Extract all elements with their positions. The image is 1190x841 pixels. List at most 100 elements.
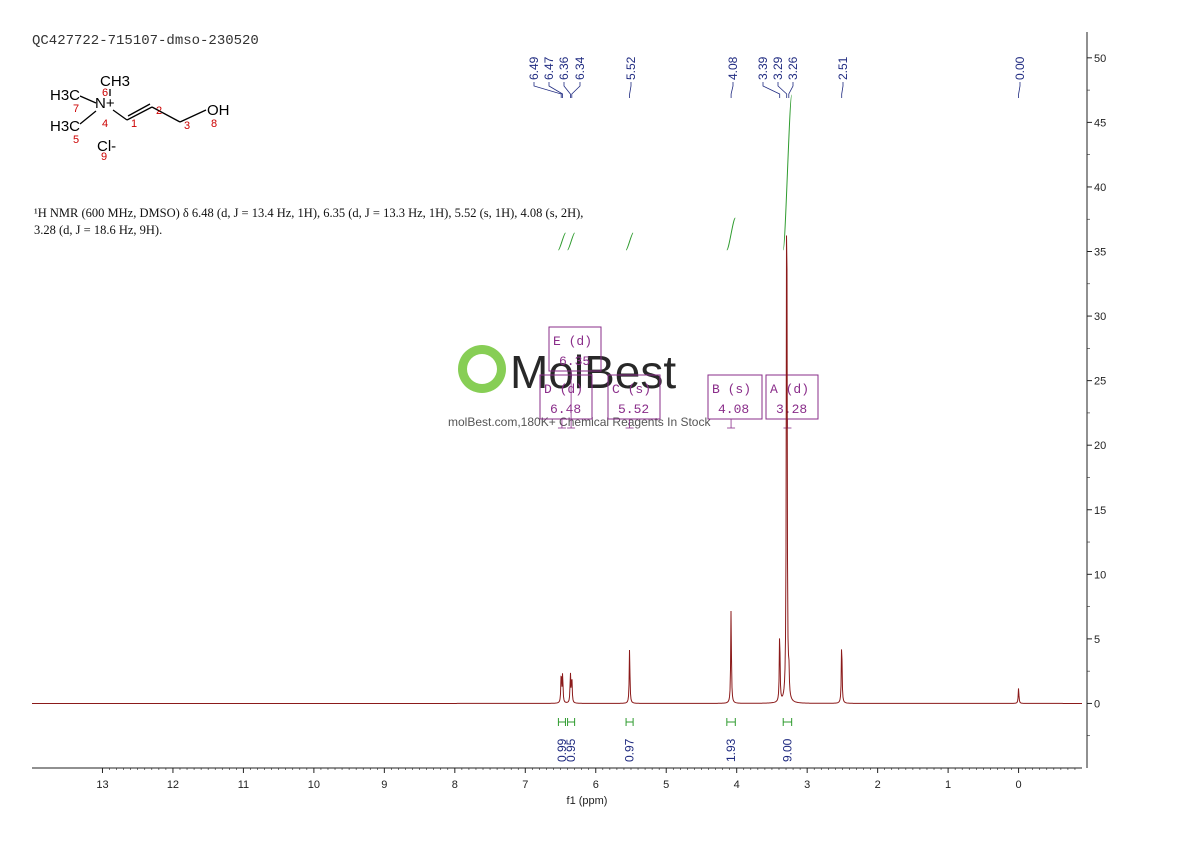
multiplet-value: 6.48 <box>550 402 581 417</box>
integral-curve <box>726 217 736 251</box>
y-tick-label: 45 <box>1094 117 1106 129</box>
multiplet-value: 3.28 <box>776 402 807 417</box>
integral-value: 0.95 <box>564 738 578 762</box>
peak-label-leader <box>571 82 581 98</box>
structure-bond <box>112 109 128 121</box>
peak-label: 3.29 <box>771 56 785 80</box>
atom-number: 5 <box>73 134 79 146</box>
peak-label: 3.26 <box>786 56 800 80</box>
multiplet-box <box>707 374 763 420</box>
integral-value: 0.97 <box>623 738 637 762</box>
integral-value: 1.93 <box>724 738 738 762</box>
atom-number: 4 <box>102 118 108 130</box>
watermark-brand: MolBest <box>510 346 676 398</box>
x-tick-label: 5 <box>663 779 669 791</box>
y-tick-label: 30 <box>1094 311 1106 323</box>
integral-curve <box>557 232 566 251</box>
multiplet-label: C (s) <box>612 382 651 397</box>
watermark: MolBest molBest.com,180K+ Chemical Reage… <box>448 345 711 429</box>
y-tick-label: 0 <box>1094 698 1100 710</box>
atom-number: 3 <box>184 120 190 132</box>
peak-label: 2.51 <box>836 56 850 80</box>
multiplet-label: D (d) <box>544 382 583 397</box>
multiplet-box <box>607 374 661 420</box>
multiplet-box <box>539 374 593 420</box>
peak-label-leader <box>762 82 781 98</box>
atom-number: 9 <box>101 151 107 163</box>
y-tick-label: 10 <box>1094 569 1106 581</box>
integral-curve <box>567 232 576 251</box>
peak-label-leader <box>841 82 844 98</box>
peak-label: 0.00 <box>1013 56 1027 80</box>
integrals: 0.990.95 0.97 1.93 9.00 <box>555 94 794 762</box>
integral-value: 0.99 <box>555 738 569 762</box>
multiplet-label: B (s) <box>712 382 751 397</box>
chemical-structure: H3C CH3 N+ H3C Cl- OH 1 2 3 4 5 6 7 8 9 <box>50 73 230 163</box>
multiplet-value: 4.08 <box>718 402 749 417</box>
peak-label: 6.47 <box>542 56 556 80</box>
peak-label-leader <box>788 82 794 98</box>
multiplet-label: E (d) <box>553 334 592 349</box>
atom-number: 7 <box>73 103 79 115</box>
structure-bond <box>79 95 97 104</box>
integral-value: 9.00 <box>780 738 794 762</box>
peak-label: 4.08 <box>726 56 740 80</box>
x-tick-label: 8 <box>452 779 458 791</box>
x-tick-label: 6 <box>593 779 599 791</box>
peak-label-leader <box>1018 82 1021 98</box>
structure-chloride-label: Cl- <box>97 138 116 155</box>
integral-curve <box>625 232 634 251</box>
y-tick-label: 5 <box>1094 634 1100 646</box>
multiplet-box <box>548 326 602 372</box>
peak-label-leader <box>533 82 562 98</box>
peak-label: 3.39 <box>756 56 770 80</box>
spectrum-line <box>32 235 1082 704</box>
y-tick-label: 15 <box>1094 505 1106 517</box>
x-tick-label: 13 <box>96 779 108 791</box>
x-tick-label: 10 <box>308 779 320 791</box>
structure-double-bond <box>126 106 153 121</box>
structure-hydroxyl-label: OH <box>207 102 230 119</box>
structure-methyl-label-1: H3C <box>50 87 80 104</box>
y-tick-label: 20 <box>1094 440 1106 452</box>
x-tick-label: 3 <box>804 779 810 791</box>
peak-label: 6.36 <box>557 56 571 80</box>
structure-double-bond <box>127 103 151 117</box>
peak-label: 6.34 <box>573 56 587 80</box>
structure-bond <box>151 106 181 123</box>
x-tick-label: 7 <box>522 779 528 791</box>
structure-methyl-label-2: CH3 <box>100 73 130 90</box>
multiplet-value: 5.52 <box>618 402 649 417</box>
x-axis-label: f1 (ppm) <box>567 795 608 807</box>
atom-number: 8 <box>211 118 217 130</box>
peak-label: 6.49 <box>527 56 541 80</box>
peak-label-leader <box>629 82 632 98</box>
peak-label-leader <box>548 82 563 98</box>
structure-bond <box>179 109 207 123</box>
peak-label-leader <box>777 82 788 98</box>
structure-nitrogen-label: N+ <box>95 95 115 112</box>
y-tick-label: 40 <box>1094 182 1106 194</box>
sample-id: QC427722-715107-dmso-230520 <box>32 33 259 49</box>
multiplet-box <box>765 374 819 420</box>
structure-bond <box>79 110 97 125</box>
x-tick-label: 4 <box>734 779 740 791</box>
logo-ring-icon <box>467 354 497 384</box>
multiplet-value: 6.35 <box>559 354 590 369</box>
x-tick-label: 0 <box>1016 779 1022 791</box>
x-tick-label: 2 <box>875 779 881 791</box>
x-tick-label: 1 <box>945 779 951 791</box>
peak-label: 5.52 <box>624 56 638 80</box>
atom-number: 1 <box>131 118 137 130</box>
integral-curve <box>782 94 793 251</box>
multiplet-label: A (d) <box>770 382 809 397</box>
x-tick-label: 9 <box>381 779 387 791</box>
peak-label-leader <box>563 82 571 98</box>
multiplet-boxes: E (d) 6.35 D (d) 6.48 C (s) 5.52 B (s) 4.08 A (d… <box>539 326 819 429</box>
watermark-tagline: molBest.com,180K+ Chemical Reagents In S… <box>448 415 711 429</box>
nmr-description: ¹H NMR (600 MHz, DMSO) δ 6.48 (d, J = 13… <box>34 206 584 237</box>
atom-number: 6 <box>102 87 108 99</box>
x-tick-label: 12 <box>167 779 179 791</box>
